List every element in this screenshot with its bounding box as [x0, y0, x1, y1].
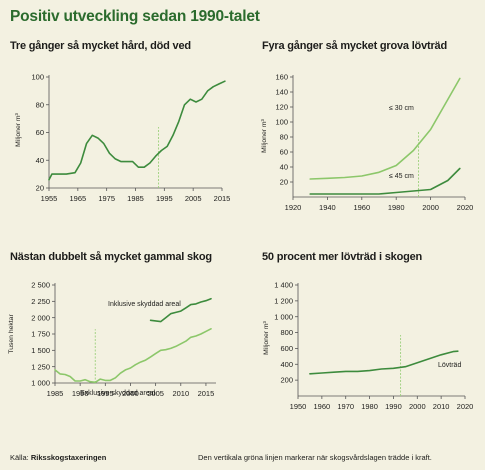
x-tick-label: 2015 [198, 389, 215, 398]
y-tick-label: 1 500 [31, 346, 50, 355]
x-tick-label: 1995 [156, 194, 173, 203]
page-title: Positiv utveckling sedan 1990-talet [10, 8, 260, 25]
y-tick-label: 80 [36, 100, 44, 109]
y-tick-label: 2 250 [31, 297, 50, 306]
y-tick-label: 140 [275, 88, 288, 97]
x-tick-label: 1985 [47, 389, 64, 398]
y-tick-label: 80 [280, 133, 288, 142]
x-tick-label: 1940 [319, 203, 336, 212]
footer-note: Den vertikala gröna linjen markerar när … [198, 453, 432, 462]
y-tick-label: 40 [36, 156, 44, 165]
y-tick-label: 800 [280, 328, 293, 337]
source-label: Källa: [10, 453, 29, 462]
y-tick-label: 2 500 [31, 281, 50, 290]
y-tick-label: 60 [280, 148, 288, 157]
y-tick-label: 600 [280, 344, 293, 353]
series-line-0 [309, 350, 459, 375]
x-tick-label: 2005 [185, 194, 202, 203]
x-tick-label: 2000 [422, 203, 439, 212]
x-tick-label: 2005 [147, 389, 164, 398]
y-tick-label: 400 [280, 360, 293, 369]
x-tick-label: 1960 [353, 203, 370, 212]
y-tick-label: 60 [36, 128, 44, 137]
series-line-1 [309, 167, 461, 195]
y-tick-label: 1 200 [274, 296, 293, 305]
y-axis-label: Miljoner m³ [261, 118, 268, 152]
x-tick-label: 2000 [122, 389, 139, 398]
x-tick-label: 1920 [285, 203, 302, 212]
x-tick-label: 1970 [337, 402, 354, 411]
x-tick-label: 2015 [214, 194, 231, 203]
y-tick-label: 40 [280, 163, 288, 172]
series-label-45cm: ≤ 45 cm [389, 173, 414, 180]
x-tick-label: 1960 [314, 402, 331, 411]
chart-title-old-forest: Nästan dubbelt så mycket gammal skog [10, 251, 212, 263]
y-axis-label: Miljoner m³ [263, 320, 270, 354]
annotation-inklusive: Inklusive skyddad areal [108, 301, 181, 308]
y-tick-label: 100 [31, 73, 44, 82]
x-tick-label: 2010 [433, 402, 450, 411]
x-tick-label: 1980 [388, 203, 405, 212]
annotation-exklusive: Exklusive skyddad areal [80, 390, 156, 397]
x-tick-label: 2020 [457, 402, 474, 411]
x-tick-label: 1995 [97, 389, 114, 398]
x-tick-label: 2010 [172, 389, 189, 398]
x-tick-label: 2020 [457, 203, 474, 212]
y-tick-label: 20 [280, 178, 288, 187]
y-tick-label: 1 000 [274, 312, 293, 321]
series-line-0 [54, 327, 212, 384]
chart-title-dead-wood: Tre gånger så mycket hård, död ved [10, 40, 191, 52]
x-tick-label: 1980 [361, 402, 378, 411]
y-tick-label: 120 [275, 103, 288, 112]
chart-title-large-deciduous: Fyra gånger så mycket grova lövträd [262, 40, 447, 52]
x-tick-label: 1955 [41, 194, 58, 203]
x-tick-label: 1990 [385, 402, 402, 411]
x-tick-label: 1965 [69, 194, 86, 203]
series-label-lovtrad: Lövträd [438, 362, 461, 369]
y-tick-label: 20 [36, 184, 44, 193]
series-label-30cm: ≤ 30 cm [389, 105, 414, 112]
series-line-0 [48, 80, 226, 181]
series-line-1 [149, 297, 212, 323]
series-line-0 [309, 77, 461, 180]
x-tick-label: 1950 [290, 402, 307, 411]
x-tick-label: 2000 [409, 402, 426, 411]
y-axis-label: Miljoner m³ [15, 112, 22, 146]
x-tick-label: 1985 [127, 194, 144, 203]
y-tick-label: 100 [275, 118, 288, 127]
chart-title-deciduous-share: 50 procent mer lövträd i skogen [262, 251, 423, 263]
y-tick-label: 2 000 [31, 313, 50, 322]
x-tick-label: 1975 [98, 194, 115, 203]
x-tick-label: 1990 [72, 389, 89, 398]
y-tick-label: 1 750 [31, 330, 50, 339]
y-tick-label: 200 [280, 376, 293, 385]
y-tick-label: 160 [275, 73, 288, 82]
y-tick-label: 1 000 [31, 379, 50, 388]
y-tick-label: 1 400 [274, 281, 293, 290]
y-tick-label: 1 250 [31, 362, 50, 371]
source-note: Källa: Riksskogstaxeringen [10, 453, 106, 462]
source-name: Riksskogstaxeringen [30, 453, 107, 462]
y-axis-label: Tusen hektar [8, 314, 15, 354]
